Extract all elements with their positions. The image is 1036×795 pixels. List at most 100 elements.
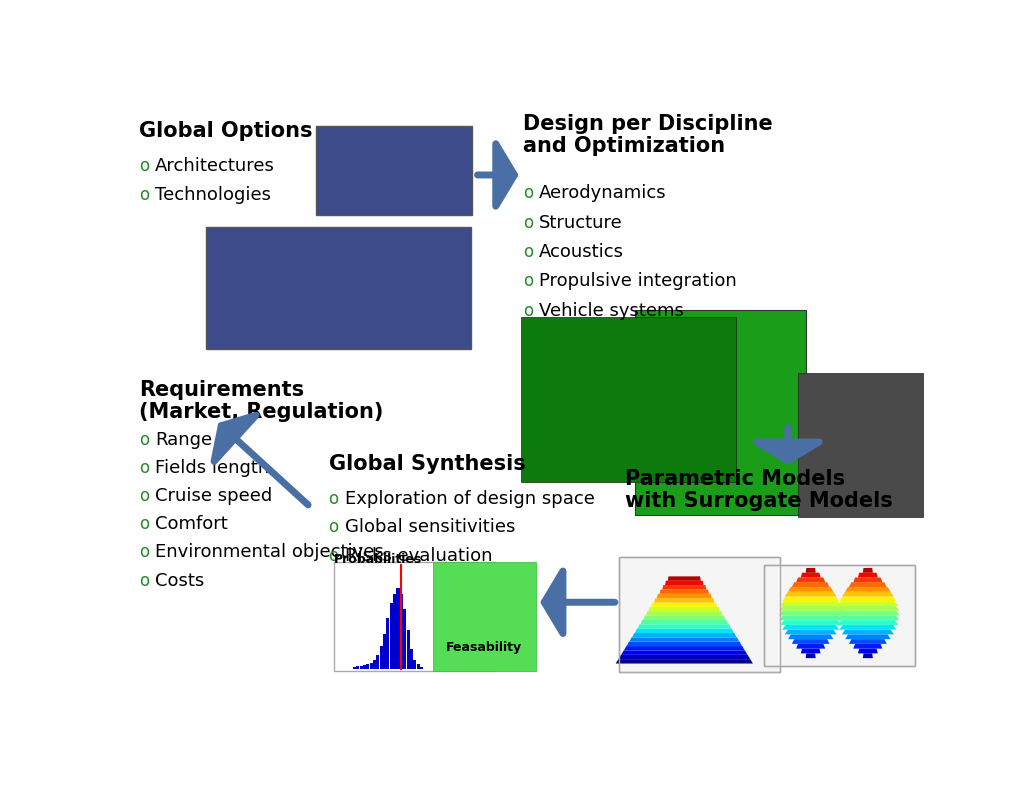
Polygon shape [637, 624, 731, 629]
Polygon shape [801, 649, 821, 653]
Text: o: o [139, 186, 149, 204]
Bar [420, 667, 423, 669]
Text: o: o [139, 487, 149, 505]
Polygon shape [780, 620, 841, 625]
Polygon shape [657, 594, 712, 598]
Polygon shape [640, 620, 728, 624]
Bar [335, 562, 495, 671]
Bar [383, 634, 386, 669]
Bar [359, 666, 363, 669]
Polygon shape [618, 655, 750, 659]
Text: Fields length: Fields length [155, 459, 269, 477]
Polygon shape [863, 653, 873, 658]
Polygon shape [792, 639, 830, 644]
Bar [416, 665, 420, 669]
Bar [403, 609, 406, 669]
Polygon shape [858, 572, 877, 577]
Polygon shape [779, 606, 842, 611]
Bar [370, 664, 373, 669]
Bar [386, 619, 390, 669]
Text: Range: Range [155, 431, 212, 449]
Polygon shape [668, 576, 700, 580]
Bar [376, 655, 379, 669]
Polygon shape [806, 653, 815, 658]
Polygon shape [839, 625, 896, 630]
Text: Exploration of design space: Exploration of design space [345, 491, 595, 508]
Text: Acoustics: Acoustics [539, 243, 624, 261]
Polygon shape [842, 630, 894, 634]
Polygon shape [837, 601, 898, 606]
Polygon shape [845, 634, 891, 639]
Polygon shape [654, 598, 715, 603]
Bar [406, 630, 409, 669]
Text: o: o [328, 491, 339, 508]
Bar [400, 594, 403, 669]
Polygon shape [622, 650, 747, 655]
Polygon shape [652, 603, 717, 607]
Polygon shape [858, 649, 877, 653]
Bar [356, 666, 359, 669]
Polygon shape [845, 587, 891, 591]
Polygon shape [780, 601, 841, 606]
Text: o: o [523, 301, 534, 320]
Bar [764, 565, 915, 666]
Text: Comfort: Comfort [155, 515, 228, 533]
Polygon shape [788, 634, 833, 639]
Text: o: o [328, 546, 339, 564]
Polygon shape [796, 644, 826, 649]
Polygon shape [792, 582, 830, 587]
Bar [390, 603, 393, 669]
Polygon shape [665, 580, 703, 585]
Text: Risks evaluation: Risks evaluation [345, 546, 492, 564]
Text: o: o [523, 243, 534, 261]
Polygon shape [837, 620, 898, 625]
Text: o: o [523, 273, 534, 290]
Text: Costs: Costs [155, 572, 204, 590]
Polygon shape [785, 591, 837, 596]
Bar [353, 667, 356, 669]
Text: Architectures: Architectures [155, 157, 276, 175]
Bar [799, 373, 923, 517]
Polygon shape [850, 639, 887, 644]
Polygon shape [850, 582, 887, 587]
Polygon shape [806, 568, 815, 572]
Polygon shape [630, 638, 740, 642]
Bar [206, 227, 470, 350]
Polygon shape [643, 615, 725, 620]
Text: Cruise speed: Cruise speed [155, 487, 272, 505]
Text: o: o [139, 544, 149, 561]
Text: Feasability: Feasability [447, 641, 522, 653]
Bar [373, 660, 376, 669]
Polygon shape [836, 611, 900, 615]
Polygon shape [662, 585, 707, 589]
Polygon shape [836, 615, 899, 620]
Polygon shape [836, 606, 899, 611]
Text: o: o [139, 515, 149, 533]
Bar [620, 557, 780, 672]
Polygon shape [615, 659, 753, 664]
Polygon shape [839, 596, 896, 601]
Text: Environmental objectives: Environmental objectives [155, 544, 384, 561]
Polygon shape [788, 587, 833, 591]
Text: Technologies: Technologies [155, 186, 271, 204]
Polygon shape [782, 596, 839, 601]
Bar [363, 665, 366, 669]
Text: Global Synthesis: Global Synthesis [328, 453, 525, 474]
Bar [316, 126, 472, 215]
Bar [413, 660, 416, 669]
Bar [764, 565, 915, 666]
Polygon shape [624, 646, 745, 650]
Text: o: o [523, 184, 534, 202]
Polygon shape [854, 577, 883, 582]
Text: Structure: Structure [539, 214, 623, 231]
Polygon shape [842, 591, 894, 596]
Text: o: o [139, 459, 149, 477]
Text: Propulsive integration: Propulsive integration [539, 273, 737, 290]
Text: Aerodynamics: Aerodynamics [539, 184, 666, 202]
Polygon shape [801, 572, 821, 577]
Polygon shape [779, 611, 842, 615]
Text: Parametric Models
with Surrogate Models: Parametric Models with Surrogate Models [625, 469, 893, 511]
Polygon shape [782, 625, 839, 630]
Text: o: o [139, 431, 149, 449]
Polygon shape [854, 644, 883, 649]
